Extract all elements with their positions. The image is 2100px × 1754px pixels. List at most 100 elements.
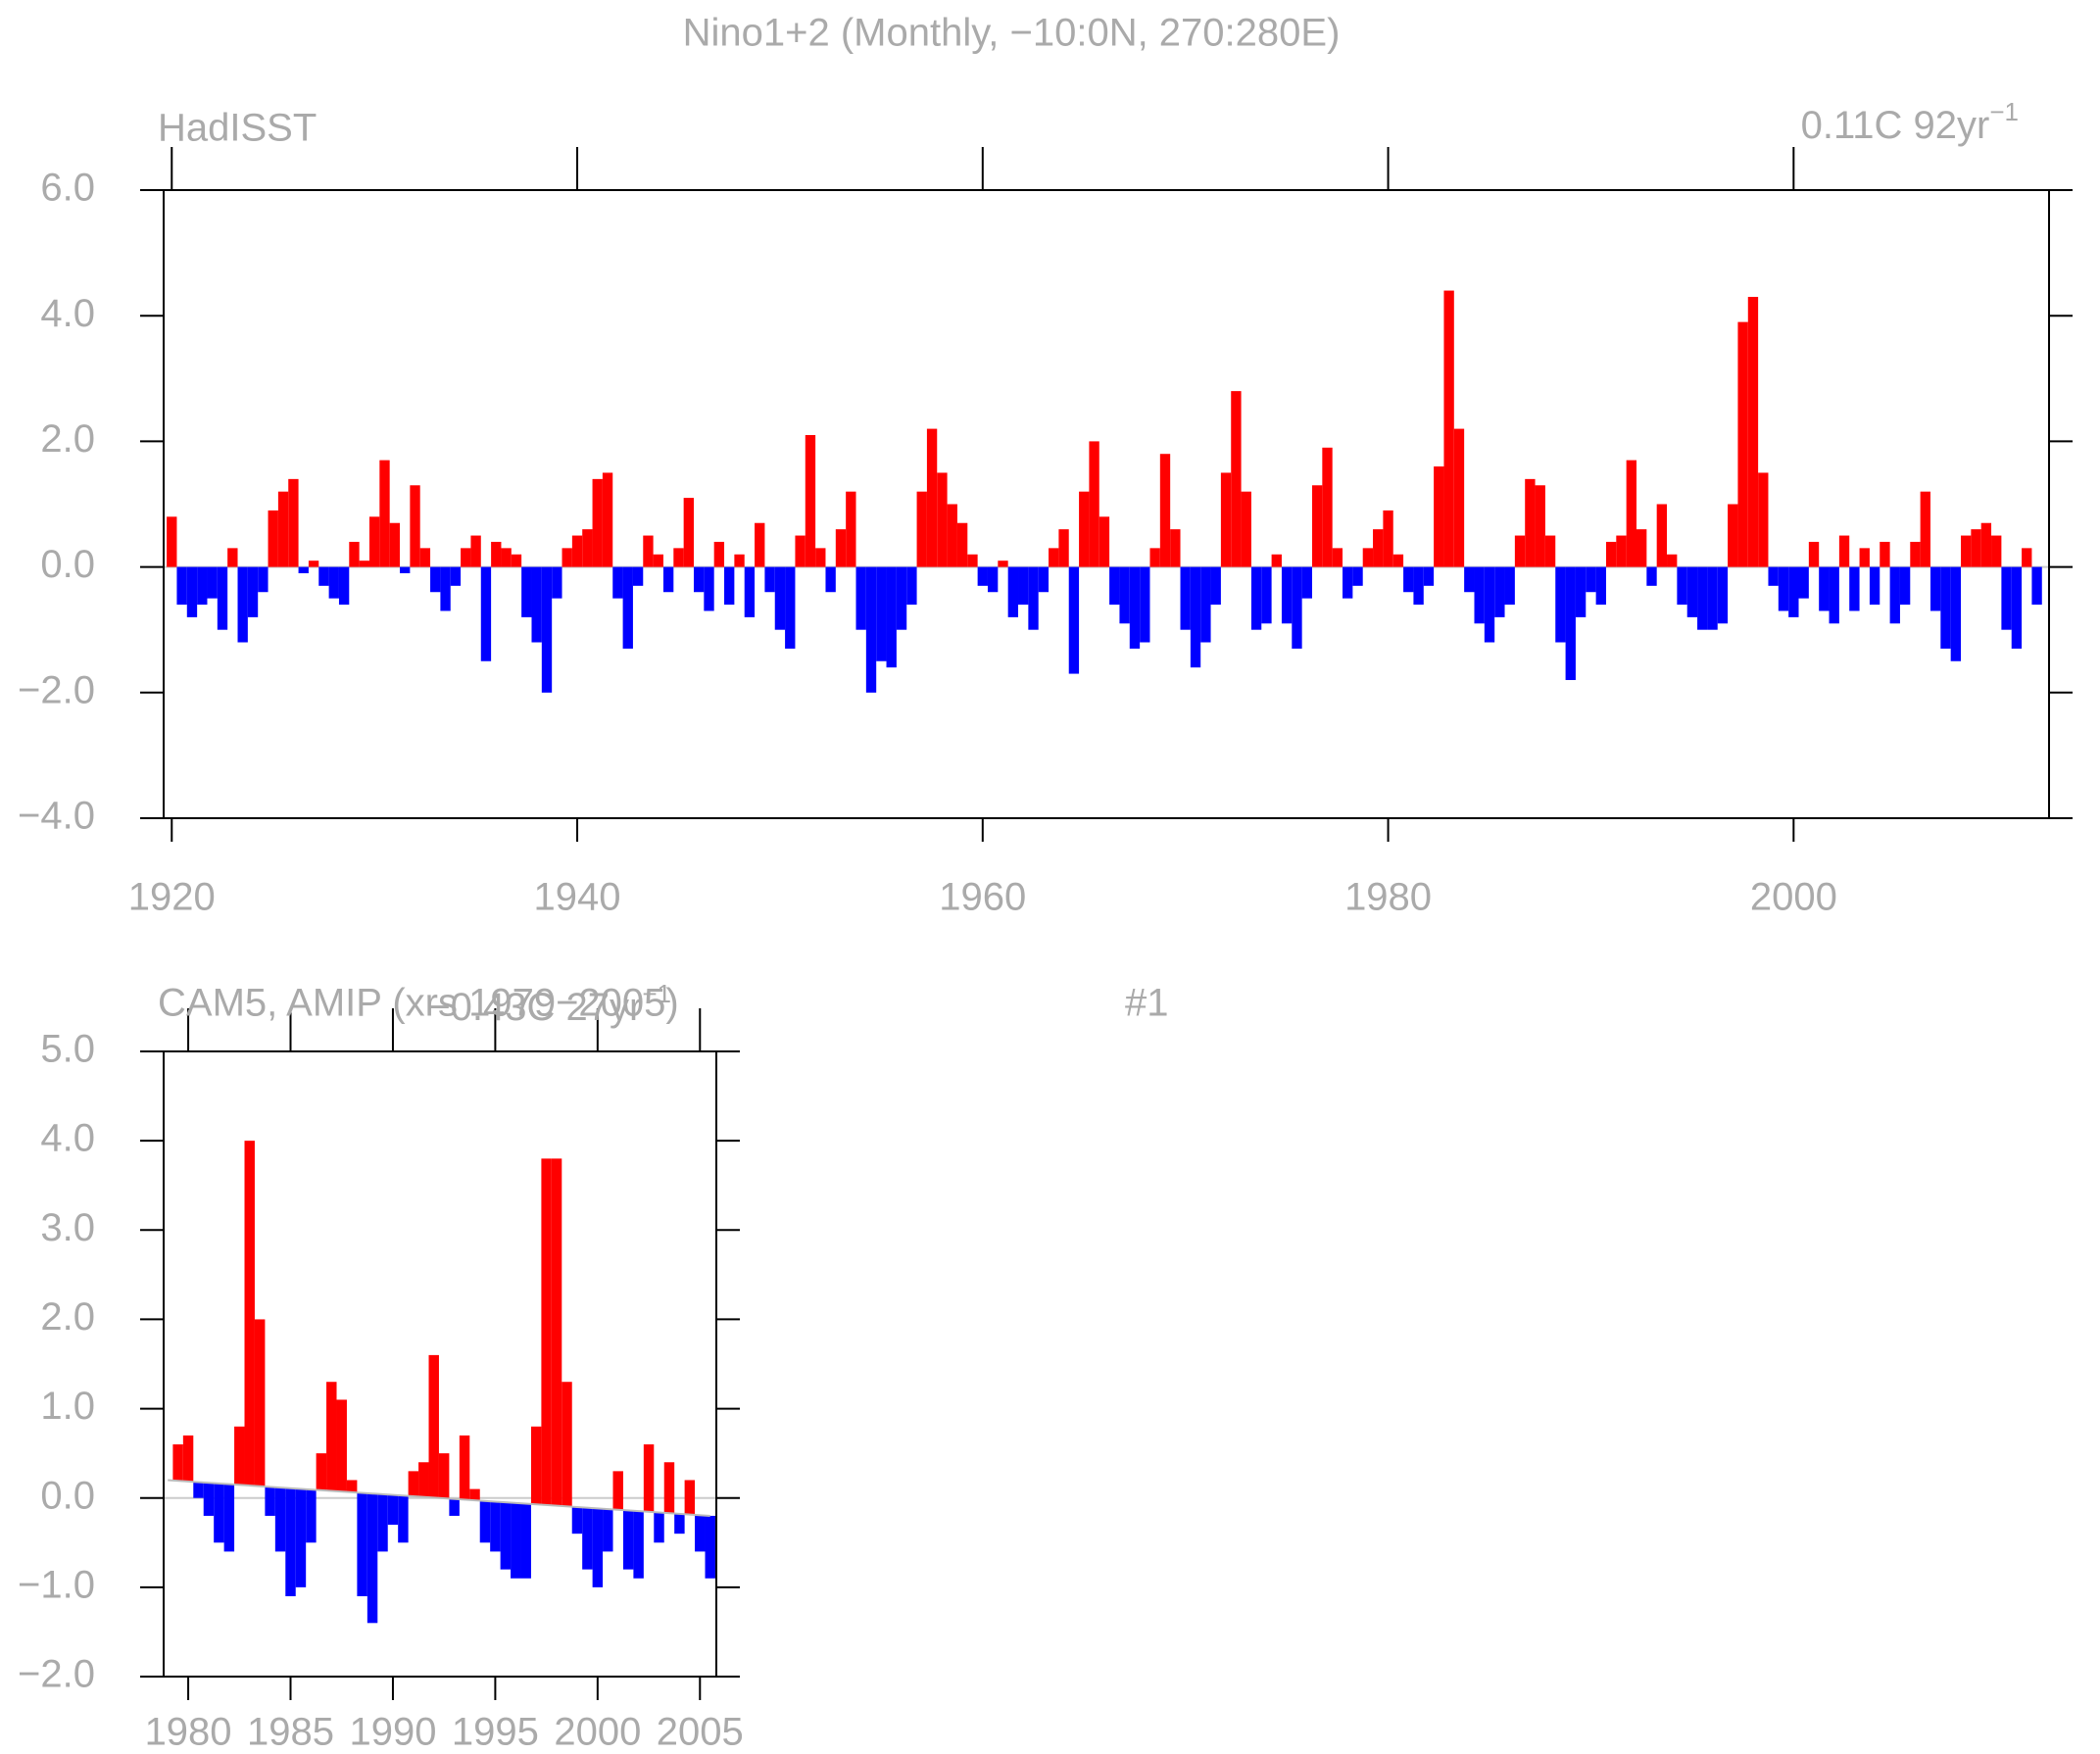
anomaly-bar xyxy=(825,566,836,593)
anomaly-bar xyxy=(480,566,492,661)
anomaly-bar xyxy=(612,1471,623,1510)
anomaly-bar xyxy=(1159,454,1171,567)
anomaly-bar xyxy=(265,1486,275,1516)
anomaly-bar xyxy=(693,566,705,593)
anomaly-bar xyxy=(428,1354,439,1498)
anomaly-bar xyxy=(288,478,299,567)
anomaly-bar xyxy=(400,566,411,574)
anomaly-bar xyxy=(1099,516,1110,567)
x-tick-label: 2000 xyxy=(554,1711,641,1754)
anomaly-bar xyxy=(695,1515,706,1552)
anomaly-bar xyxy=(1200,566,1211,643)
anomaly-bar xyxy=(357,1492,367,1596)
y-tick-label: 3.0 xyxy=(40,1206,95,1249)
anomaly-bar xyxy=(1950,566,1962,661)
anomaly-bar xyxy=(203,1483,215,1516)
anomaly-bar xyxy=(1747,296,1759,567)
anomaly-bar xyxy=(1656,504,1668,567)
anomaly-bar xyxy=(530,1426,542,1505)
anomaly-bar xyxy=(1362,548,1374,567)
anomaly-bar xyxy=(1819,566,1830,611)
anomaly-bar xyxy=(430,566,441,593)
anomaly-bar xyxy=(1311,485,1323,567)
anomaly-bar xyxy=(582,529,593,567)
anomaly-bar xyxy=(764,566,775,593)
anomaly-bar xyxy=(1392,554,1404,567)
anomaly-bar xyxy=(2011,566,2023,649)
anomaly-bar xyxy=(1565,566,1576,680)
y-tick-label: −4.0 xyxy=(18,795,95,838)
x-tick-label: 1990 xyxy=(349,1711,436,1754)
anomaly-bar xyxy=(285,1487,296,1596)
anomaly-bar xyxy=(1038,566,1050,593)
anomaly-bar xyxy=(815,548,826,567)
anomaly-bar xyxy=(916,491,927,567)
anomaly-bar xyxy=(438,1453,450,1499)
anomaly-bar xyxy=(551,1158,562,1506)
anomaly-bar xyxy=(1829,566,1839,624)
anomaly-bar xyxy=(724,566,735,606)
anomaly-bar xyxy=(562,1382,572,1507)
anomaly-bar xyxy=(258,566,269,593)
anomaly-bar xyxy=(490,1501,501,1552)
anomaly-bar xyxy=(1443,290,1454,567)
anomaly-bar xyxy=(398,1495,409,1543)
trend-exponent: −1 xyxy=(1989,97,2019,126)
x-tick-label: 1995 xyxy=(452,1711,539,1754)
anomaly-bar xyxy=(1869,566,1880,606)
anomaly-bar xyxy=(1109,566,1120,606)
anomaly-bar xyxy=(318,566,329,586)
anomaly-bar xyxy=(1768,566,1779,586)
anomaly-bar xyxy=(368,516,380,567)
panel: 6.0 4.0 2.0 0.0 −2.0 −4.0 1920 1940 1960 1980 2000… xyxy=(18,97,2073,919)
anomaly-bar xyxy=(998,560,1008,567)
y-tick-label: 5.0 xyxy=(40,1028,95,1071)
anomaly-bar xyxy=(602,472,613,567)
anomaly-bar xyxy=(1301,566,1312,599)
anomaly-bar xyxy=(1464,566,1475,593)
anomaly-bar xyxy=(2001,566,2012,630)
anomaly-bar xyxy=(1697,566,1708,630)
anomaly-bar xyxy=(683,498,694,567)
trend-line xyxy=(168,1479,710,1517)
trend-exponent: −1 xyxy=(642,979,671,1008)
anomaly-bar xyxy=(316,1453,327,1490)
anomaly-bar xyxy=(1859,548,1870,567)
anomaly-bar xyxy=(1170,529,1181,567)
anomaly-bar xyxy=(1352,566,1363,586)
trend-value: −0.43C 27yr xyxy=(427,986,642,1029)
anomaly-bar xyxy=(552,566,562,599)
anomaly-bar xyxy=(571,535,583,567)
anomaly-bar xyxy=(632,566,644,586)
figure-title: Nino1+2 (Monthly, −10:0N, 270:280E) xyxy=(683,12,1341,55)
anomaly-bar xyxy=(1788,566,1799,617)
anomaly-bar xyxy=(308,560,319,567)
anomaly-bar xyxy=(663,1462,675,1514)
y-tick-label: 0.0 xyxy=(40,1474,95,1517)
anomaly-bar xyxy=(1707,566,1718,630)
anomaly-bar xyxy=(469,1488,480,1501)
anomaly-bar xyxy=(846,491,856,567)
anomaly-bar xyxy=(1403,566,1414,593)
y-tick-label: 4.0 xyxy=(40,1117,95,1160)
x-tick-label: 1920 xyxy=(128,876,216,919)
anomaly-bar xyxy=(1880,541,1890,567)
anomaly-bar xyxy=(1220,472,1232,567)
anomaly-bar xyxy=(977,566,988,586)
anomaly-bar xyxy=(408,1471,419,1496)
anomaly-bar xyxy=(410,485,420,567)
anomaly-bar xyxy=(855,566,866,630)
anomaly-bar xyxy=(298,566,309,574)
anomaly-bar xyxy=(1686,566,1698,617)
anomaly-bar xyxy=(306,1489,317,1543)
anomaly-bar xyxy=(338,566,350,606)
anomaly-bar xyxy=(237,566,248,643)
anomaly-bar xyxy=(531,566,542,643)
y-tick-label: 2.0 xyxy=(40,1295,95,1339)
x-tick-label: 2000 xyxy=(1750,876,1837,919)
anomaly-bar xyxy=(1241,491,1251,567)
anomaly-bar xyxy=(653,554,663,567)
x-tick-label: 1940 xyxy=(534,876,621,919)
anomaly-bar xyxy=(592,1508,604,1587)
anomaly-bar xyxy=(1494,566,1505,617)
